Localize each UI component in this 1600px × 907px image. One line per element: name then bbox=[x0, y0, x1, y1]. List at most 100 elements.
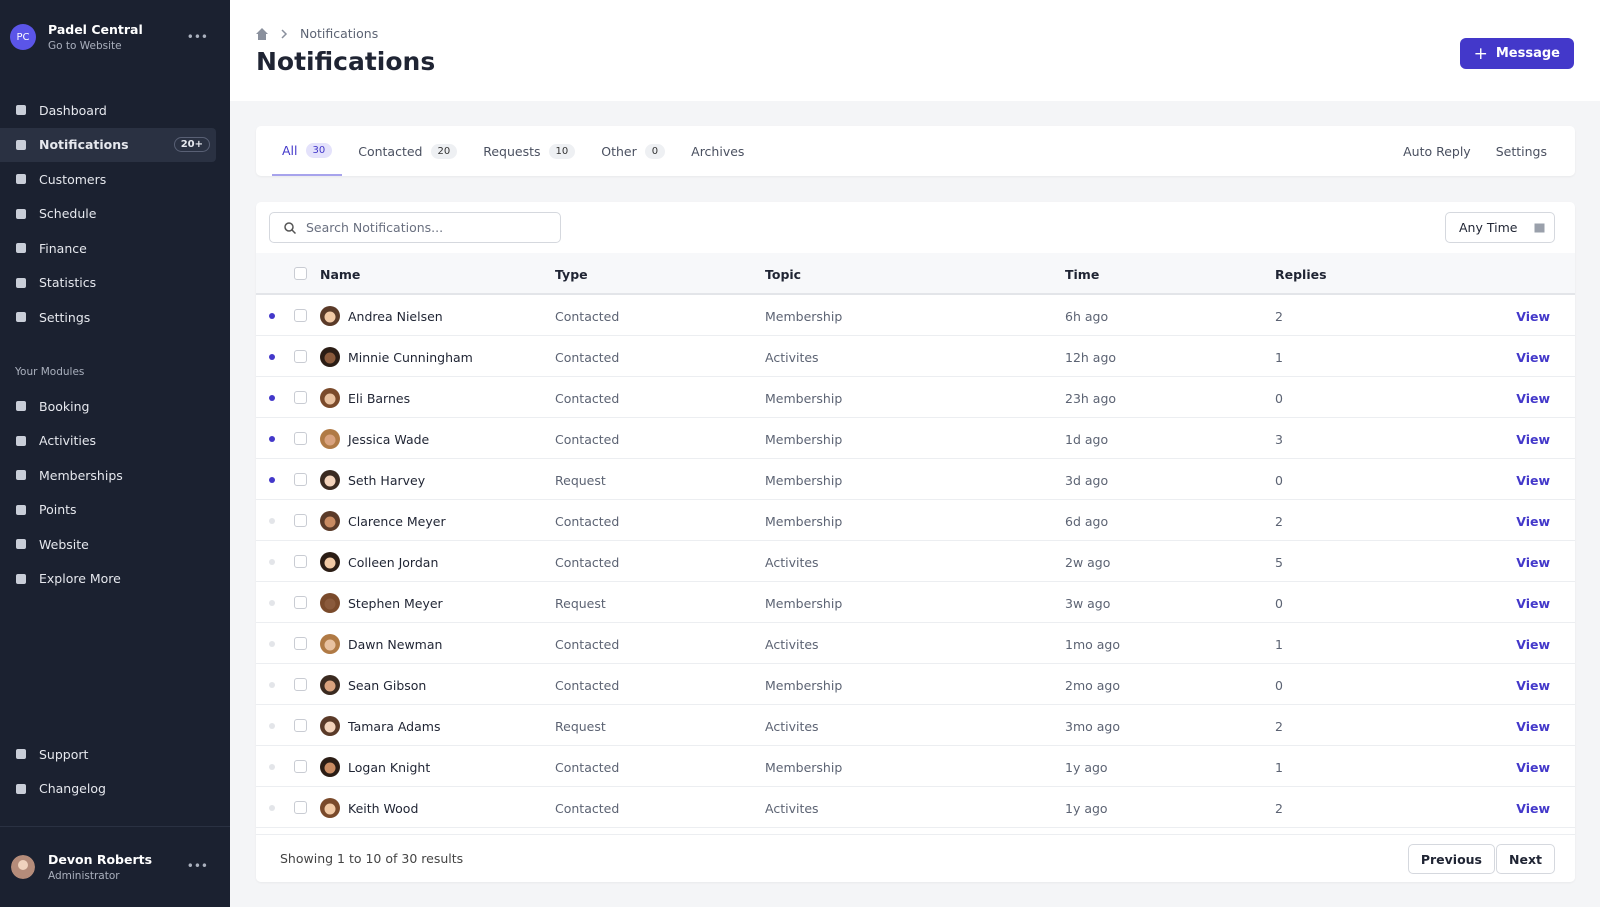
nav-item[interactable]: Settings bbox=[0, 300, 216, 335]
nav-item[interactable]: Booking bbox=[0, 389, 216, 424]
avatar bbox=[320, 634, 340, 654]
table-row: Sean Gibson Contacted Membership 2mo ago 0 Vi… bbox=[256, 664, 1575, 705]
view-link[interactable]: View bbox=[1516, 431, 1550, 447]
org-menu[interactable]: ••• bbox=[186, 30, 208, 44]
view-link[interactable]: View bbox=[1516, 800, 1550, 816]
view-link[interactable]: View bbox=[1516, 472, 1550, 488]
checkbox[interactable] bbox=[294, 637, 307, 650]
checkbox[interactable] bbox=[294, 267, 307, 280]
name-cell: Logan Knight bbox=[348, 759, 431, 775]
nav-icon bbox=[16, 435, 26, 446]
time-cell: 1d ago bbox=[1065, 431, 1109, 447]
table-row: Tamara Adams Request Activites 3mo ago 2 View bbox=[256, 705, 1575, 746]
tab[interactable]: Other 0 bbox=[591, 126, 675, 176]
checkbox[interactable] bbox=[294, 309, 307, 322]
tab[interactable]: Requests 10 bbox=[473, 126, 585, 176]
checkbox[interactable] bbox=[294, 432, 307, 445]
checkbox[interactable] bbox=[294, 596, 307, 609]
view-link[interactable]: View bbox=[1516, 390, 1550, 406]
nav-item[interactable]: Points bbox=[0, 493, 216, 528]
search-input[interactable]: Search Notifications... bbox=[269, 212, 561, 243]
previous-button[interactable]: Previous bbox=[1407, 844, 1495, 874]
nav-item[interactable]: Schedule bbox=[0, 197, 216, 232]
time-filter[interactable]: Any Time bbox=[1445, 212, 1555, 243]
view-link[interactable]: View bbox=[1516, 595, 1550, 611]
unread-dot bbox=[269, 723, 275, 729]
view-link[interactable]: View bbox=[1516, 759, 1550, 775]
nav-item[interactable]: Explore More bbox=[0, 562, 216, 597]
name-cell: Keith Wood bbox=[348, 800, 419, 816]
view-link[interactable]: View bbox=[1516, 513, 1550, 529]
replies-cell: 1 bbox=[1275, 759, 1283, 775]
tab-count: 10 bbox=[548, 143, 576, 159]
next-button[interactable]: Next bbox=[1496, 844, 1555, 874]
nav-icon bbox=[16, 139, 26, 150]
column-header: Topic bbox=[765, 266, 802, 282]
replies-cell: 0 bbox=[1275, 472, 1283, 488]
nav-item[interactable]: Customers bbox=[0, 162, 216, 197]
message-label: Message bbox=[1495, 46, 1560, 61]
name-cell: Jessica Wade bbox=[348, 431, 430, 447]
user-menu[interactable]: Devon Roberts Administrator ••• bbox=[0, 826, 230, 907]
nav-item[interactable]: Support bbox=[0, 737, 216, 772]
tab-action[interactable]: Settings bbox=[1495, 143, 1547, 159]
pagination: Showing 1 to 10 of 30 results Previous N… bbox=[256, 834, 1575, 882]
nav-label: Booking bbox=[39, 398, 90, 414]
checkbox[interactable] bbox=[294, 350, 307, 363]
message-button[interactable]: + Message bbox=[1459, 38, 1574, 69]
replies-cell: 0 bbox=[1275, 390, 1283, 406]
nav-item[interactable]: Notifications 20+ bbox=[0, 127, 216, 162]
checkbox[interactable] bbox=[294, 760, 307, 773]
tab-action[interactable]: Auto Reply bbox=[1403, 143, 1471, 159]
home-icon[interactable] bbox=[256, 27, 268, 40]
nav-label: Changelog bbox=[39, 781, 106, 797]
checkbox[interactable] bbox=[294, 678, 307, 691]
view-link[interactable]: View bbox=[1516, 554, 1550, 570]
tab-label: Contacted bbox=[358, 143, 423, 159]
view-link[interactable]: View bbox=[1516, 349, 1550, 365]
topic-cell: Membership bbox=[765, 431, 843, 447]
checkbox[interactable] bbox=[294, 555, 307, 568]
checkbox[interactable] bbox=[294, 514, 307, 527]
time-cell: 6d ago bbox=[1065, 513, 1109, 529]
tab[interactable]: Archives bbox=[681, 126, 754, 176]
website-link[interactable]: Go to Website bbox=[48, 40, 122, 52]
view-link[interactable]: View bbox=[1516, 677, 1550, 693]
checkbox[interactable] bbox=[294, 719, 307, 732]
nav-icon bbox=[16, 174, 26, 185]
tab[interactable]: Contacted 20 bbox=[348, 126, 467, 176]
replies-cell: 0 bbox=[1275, 595, 1283, 611]
nav-item[interactable]: Memberships bbox=[0, 458, 216, 493]
tab[interactable]: All 30 bbox=[272, 126, 343, 176]
table-row: Seth Harvey Request Membership 3d ago 0 View bbox=[256, 459, 1575, 500]
avatar bbox=[320, 511, 340, 531]
view-link[interactable]: View bbox=[1516, 308, 1550, 324]
nav-icon bbox=[16, 539, 26, 550]
nav-icon bbox=[16, 749, 26, 760]
nav-item[interactable]: Dashboard bbox=[0, 93, 216, 128]
topic-cell: Membership bbox=[765, 513, 843, 529]
nav-item[interactable]: Activities bbox=[0, 424, 216, 459]
type-cell: Contacted bbox=[555, 759, 620, 775]
nav-item[interactable]: Finance bbox=[0, 231, 216, 266]
table-card: Search Notifications... Any Time Name Typ… bbox=[256, 202, 1575, 882]
sidebar: PC Padel Central Go to Website ••• Dashb… bbox=[0, 0, 230, 907]
name-cell: Stephen Meyer bbox=[348, 595, 443, 611]
checkbox[interactable] bbox=[294, 801, 307, 814]
nav-icon bbox=[16, 243, 26, 254]
tab-count: 30 bbox=[305, 142, 333, 158]
nav-item[interactable]: Website bbox=[0, 527, 216, 562]
nav-item[interactable]: Changelog bbox=[0, 772, 216, 807]
checkbox[interactable] bbox=[294, 391, 307, 404]
view-link[interactable]: View bbox=[1516, 718, 1550, 734]
org[interactable]: PC Padel Central Go to Website bbox=[10, 22, 143, 52]
time-cell: 2mo ago bbox=[1065, 677, 1120, 693]
unread-dot bbox=[269, 313, 275, 319]
table-row: Dawn Newman Contacted Activites 1mo ago 1 Vie… bbox=[256, 623, 1575, 664]
modules-heading: Your Modules bbox=[15, 366, 85, 378]
name-cell: Eli Barnes bbox=[348, 390, 411, 406]
nav-item[interactable]: Statistics bbox=[0, 266, 216, 301]
checkbox[interactable] bbox=[294, 473, 307, 486]
view-link[interactable]: View bbox=[1516, 636, 1550, 652]
